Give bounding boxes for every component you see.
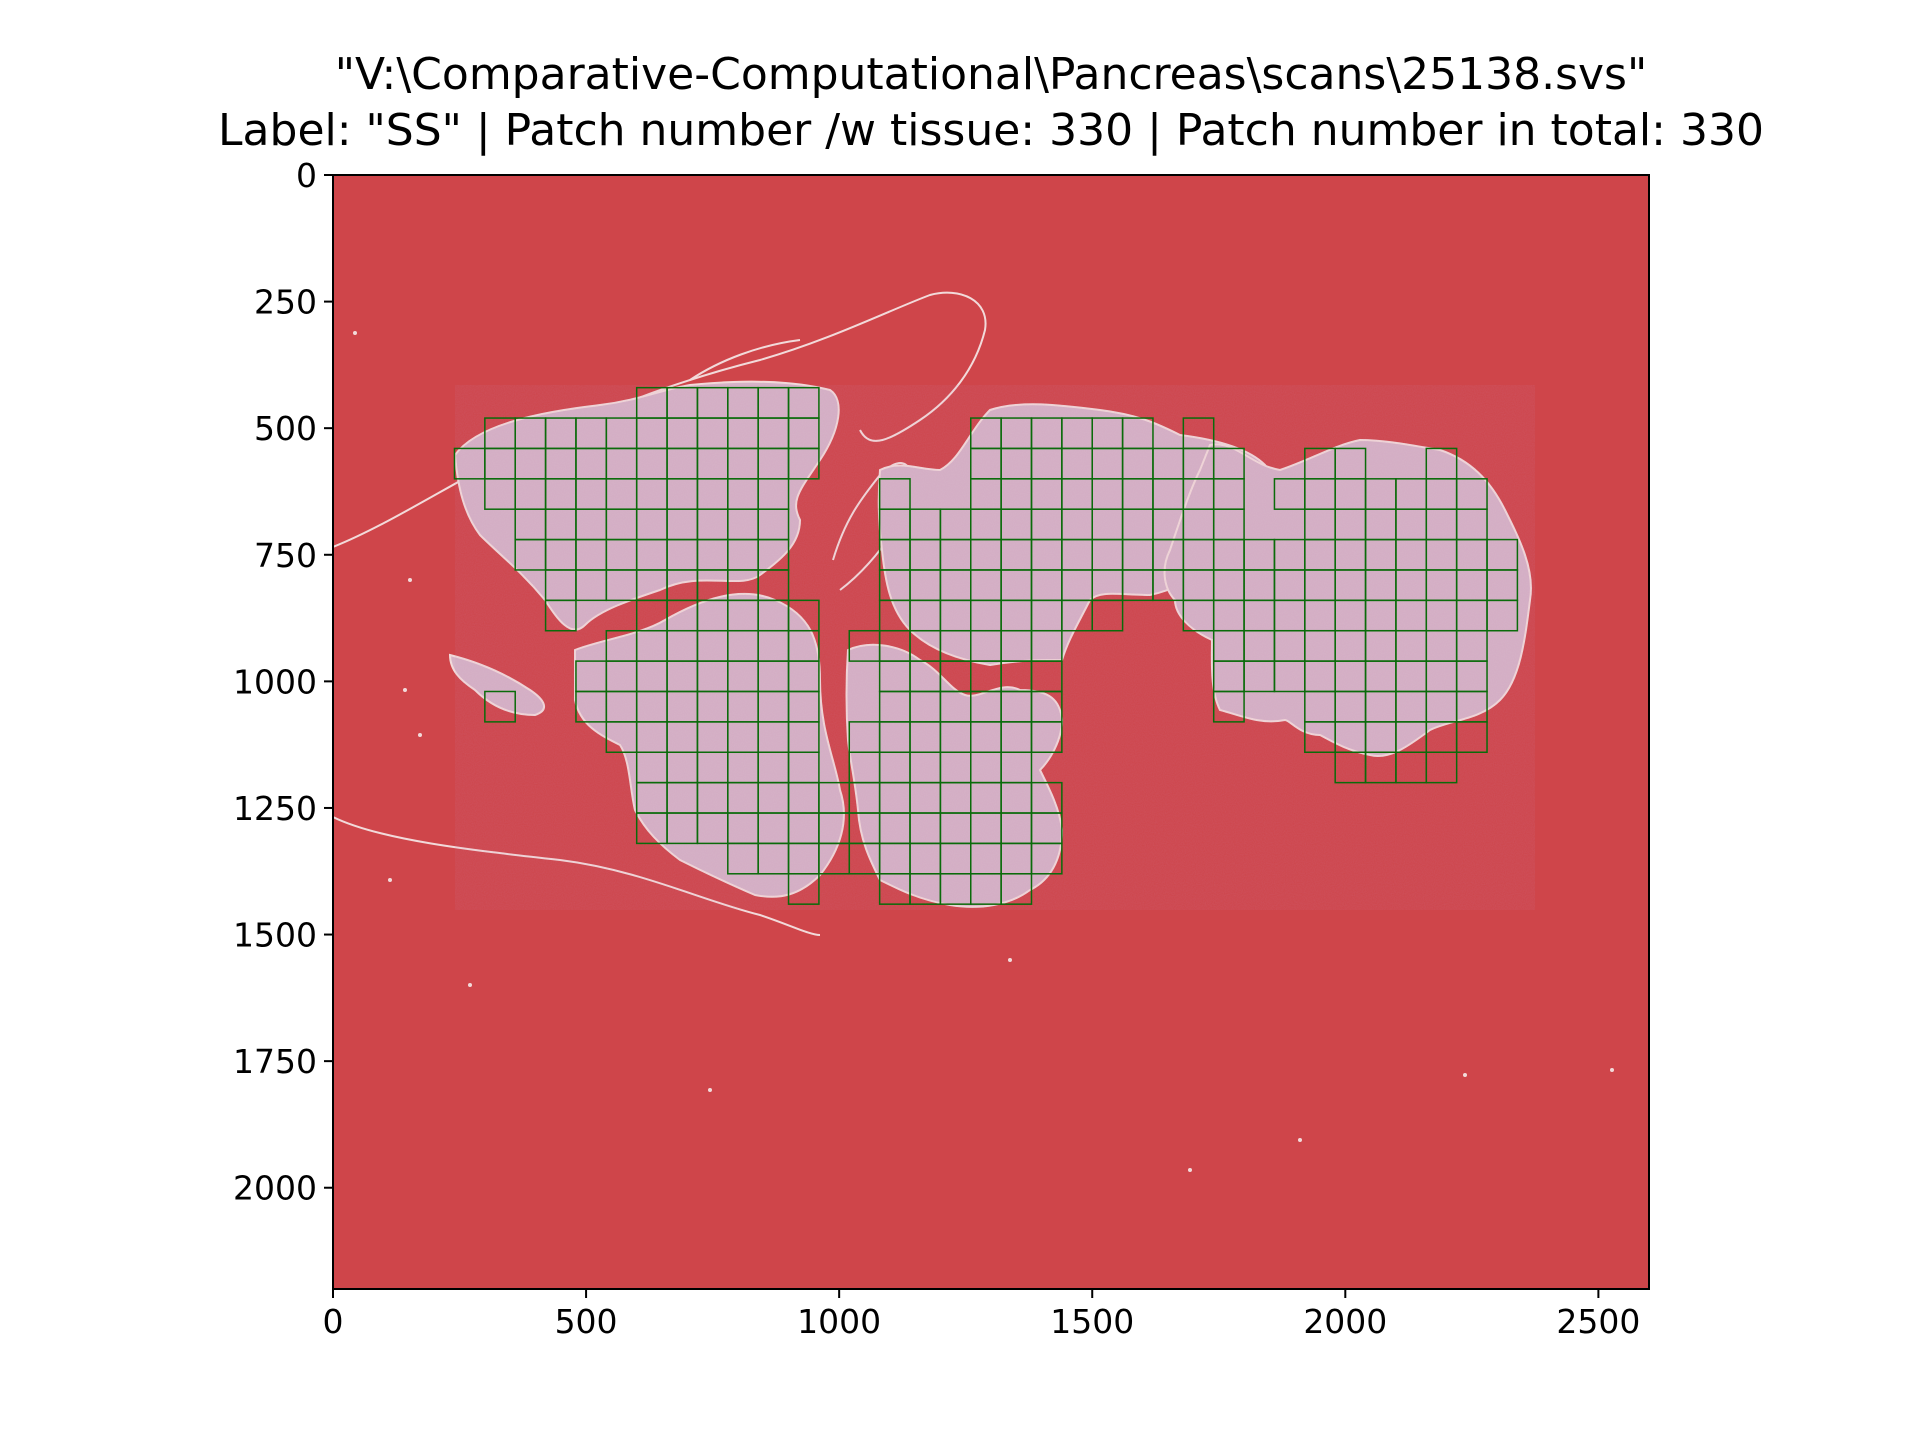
- tissue-patch: [787, 873, 820, 905]
- tissue-texture: [455, 385, 1535, 910]
- x-tick-label: 2500: [1556, 1302, 1640, 1341]
- y-tick-label: 2000: [233, 1169, 317, 1208]
- y-tick-label: 1000: [233, 662, 317, 701]
- y-tick-label: 750: [254, 536, 317, 575]
- plot-area: [333, 175, 1649, 1289]
- figure-title-line-2: Label: "SS" | Patch number /w tissue: 33…: [218, 105, 1764, 156]
- plot-frame: [332, 174, 1650, 1290]
- tissue-patch: [1000, 873, 1033, 905]
- tissue-patch: [1425, 751, 1458, 784]
- y-tick-label: 500: [254, 409, 317, 448]
- y-axis: 0 250 500 750 1000 1250 1500 1750 2000: [233, 156, 333, 1208]
- x-tick-label: 2000: [1303, 1302, 1387, 1341]
- y-tick-label: 0: [296, 156, 317, 195]
- tissue-patch: [1486, 599, 1519, 632]
- x-tick-label: 500: [555, 1302, 618, 1341]
- tissue-patch: [1212, 690, 1245, 723]
- y-tick-label: 1500: [233, 916, 317, 955]
- tissue-patch: [484, 690, 516, 723]
- patch-grid: [453, 386, 1519, 905]
- debris-specks: [353, 331, 1614, 1172]
- x-axis: 0 500 1000 1500 2000 2500: [323, 1289, 1640, 1341]
- tissue-patch: [787, 447, 820, 480]
- tissue-patch: [1030, 721, 1063, 754]
- tissue-patch: [1455, 721, 1488, 754]
- tissue-patch: [544, 599, 577, 632]
- x-tick-label: 0: [323, 1302, 344, 1341]
- y-tick-label: 1750: [233, 1042, 317, 1081]
- figure-title-line-1: "V:\Comparative-Computational\Pancreas\s…: [335, 49, 1647, 100]
- x-tick-label: 1500: [1050, 1302, 1134, 1341]
- x-tick-label: 1000: [797, 1302, 881, 1341]
- y-tick-label: 1250: [233, 789, 317, 828]
- tissue-patch: [1030, 842, 1063, 875]
- tissue-patch: [1091, 599, 1124, 632]
- y-tick-label: 250: [254, 283, 317, 322]
